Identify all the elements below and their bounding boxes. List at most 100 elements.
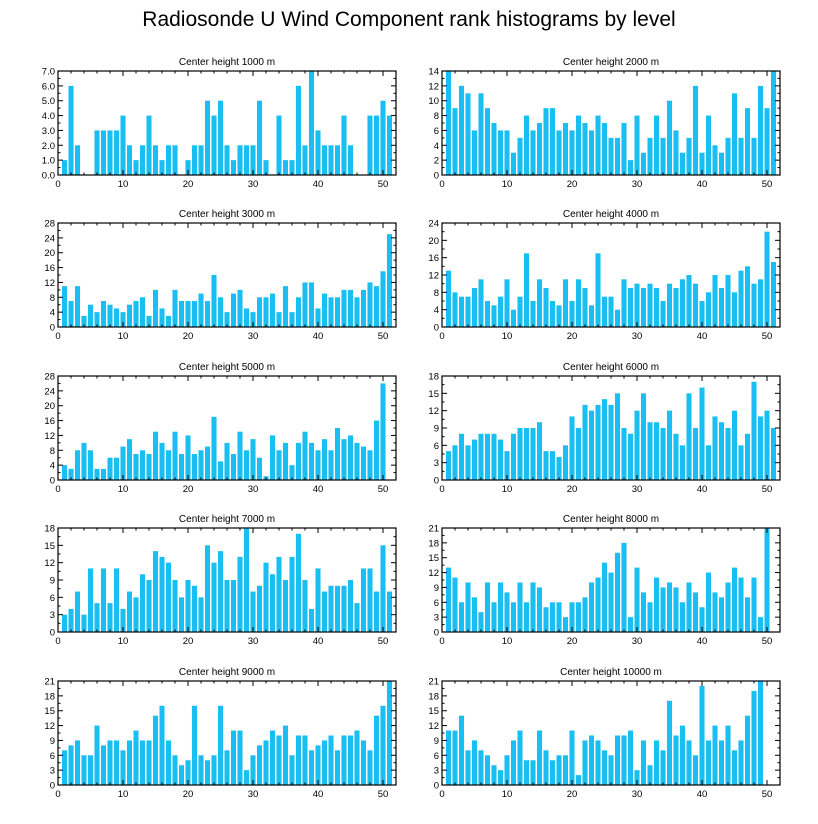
bar <box>152 289 159 327</box>
bar <box>256 457 263 480</box>
x-tick-label: 10 <box>118 789 129 800</box>
bar <box>731 93 738 175</box>
bar <box>211 755 217 785</box>
bar <box>653 740 660 785</box>
y-tick-label: 18 <box>44 691 55 702</box>
bar <box>556 755 562 785</box>
x-tick-label: 10 <box>502 636 513 647</box>
y-tick-label: 10 <box>428 96 439 107</box>
bar <box>315 568 321 632</box>
bar <box>289 556 295 632</box>
y-tick-label: 12 <box>44 558 55 569</box>
x-tick-label: 40 <box>697 179 708 190</box>
bar <box>491 765 497 785</box>
bar <box>445 567 452 632</box>
bar <box>237 289 243 327</box>
bar <box>386 115 393 175</box>
bar <box>87 755 94 785</box>
y-tick-label: 9 <box>434 424 439 435</box>
bar <box>172 145 178 175</box>
bar <box>543 607 549 632</box>
bar <box>113 740 120 785</box>
panel-title: Center height 1000 m <box>179 57 275 68</box>
bar <box>217 551 224 632</box>
panel-title: Center height 10000 m <box>560 667 662 678</box>
y-tick-label: 0 <box>434 171 439 182</box>
bar <box>484 108 491 175</box>
y-tick-label: 3 <box>50 766 55 777</box>
bar <box>133 454 139 480</box>
bar <box>523 115 530 175</box>
bar <box>705 445 712 480</box>
x-tick-label: 40 <box>313 331 324 342</box>
bar <box>588 735 595 785</box>
y-tick-label: 3 <box>50 610 55 621</box>
bar <box>452 292 458 327</box>
bar <box>334 145 341 175</box>
bar <box>74 591 81 632</box>
bar <box>204 301 211 327</box>
y-tick-label: 24 <box>44 233 55 244</box>
bar <box>497 130 504 175</box>
bar <box>68 608 74 632</box>
bar <box>504 130 510 175</box>
bar <box>360 740 367 785</box>
panel-2: Center height 3000 m 0 10 20 30 40 50 0 4 8 12 16 20… <box>44 209 397 342</box>
bar <box>295 442 302 480</box>
bar <box>81 755 87 785</box>
bar <box>588 305 595 327</box>
bar <box>308 282 315 327</box>
bar <box>497 296 504 327</box>
x-tick-label: 30 <box>248 789 259 800</box>
bar <box>367 115 373 175</box>
y-tick-label: 21 <box>428 524 439 535</box>
bar <box>582 404 588 480</box>
y-tick-label: 20 <box>428 236 439 247</box>
bar <box>133 597 139 632</box>
bar <box>673 433 679 480</box>
bar <box>510 309 517 327</box>
bar <box>751 690 757 785</box>
bar <box>556 602 562 632</box>
bar <box>653 288 660 327</box>
bar <box>601 562 608 632</box>
bar <box>224 145 230 175</box>
y-tick-label: 16 <box>44 416 55 427</box>
bar <box>172 431 178 480</box>
y-tick-label: 24 <box>44 386 55 397</box>
bar <box>243 528 250 632</box>
bar <box>731 292 738 327</box>
x-tick-label: 0 <box>55 484 60 495</box>
y-tick-label: 12 <box>428 406 439 417</box>
bar <box>718 740 725 785</box>
bar <box>328 735 334 785</box>
y-tick-label: 0 <box>434 781 439 792</box>
bar <box>465 445 471 480</box>
bar <box>627 160 634 175</box>
x-tick-label: 30 <box>632 484 643 495</box>
bar <box>94 725 100 785</box>
bar <box>627 617 634 632</box>
bar <box>640 393 647 480</box>
bar <box>445 71 452 175</box>
bar <box>256 297 263 327</box>
bar <box>673 130 679 175</box>
bar <box>224 580 230 632</box>
bar <box>237 556 243 632</box>
bar <box>471 288 478 327</box>
bar <box>575 279 582 327</box>
panel-8: Center height 9000 m 0 10 20 30 40 50 0 3 6 9 12 15 1… <box>44 667 397 800</box>
bar <box>308 71 315 175</box>
panel-6: Center height 7000 m 0 10 20 30 40 50 0 3 6 9 12 15 1… <box>44 514 397 647</box>
y-tick-label: 6.0 <box>42 81 55 92</box>
bar <box>113 457 120 480</box>
panel-5: Center height 6000 m 0 10 20 30 40 50 0 3 6 9 12 15 1… <box>428 362 781 495</box>
bar <box>452 108 458 175</box>
bar <box>588 130 595 175</box>
bar <box>100 745 107 785</box>
x-tick-label: 40 <box>313 636 324 647</box>
bar <box>178 454 185 480</box>
bar <box>204 545 211 632</box>
bar <box>107 603 113 632</box>
